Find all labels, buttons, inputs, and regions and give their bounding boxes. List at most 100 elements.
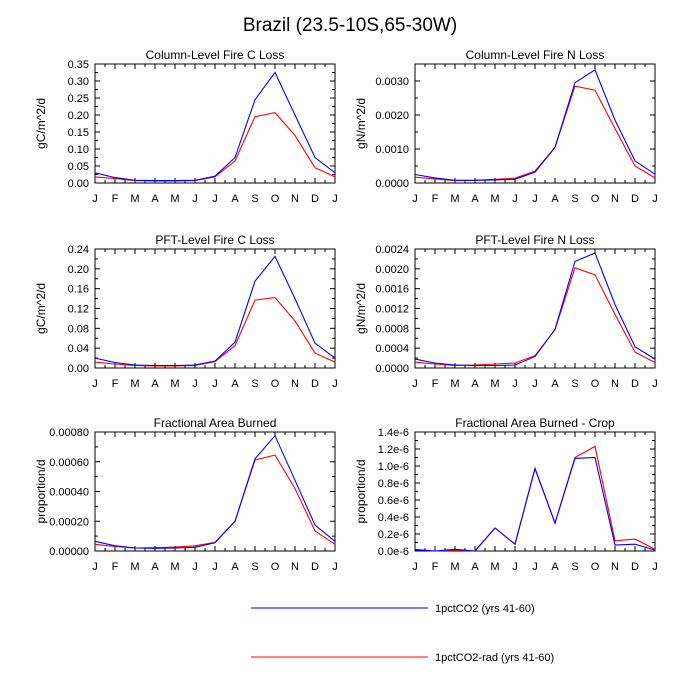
x-tick-label: M [130, 193, 139, 205]
y-tick-label: 0.20 [68, 264, 89, 276]
x-tick-label: M [490, 561, 499, 573]
y-axis-label: gC/m^2/d [34, 283, 48, 334]
x-tick-label: M [450, 193, 459, 205]
y-tick-label: 0.00080 [49, 427, 89, 439]
chart-title: Fractional Area Burned [154, 416, 277, 430]
y-tick-label: 0.0024 [375, 244, 409, 256]
x-tick-label: O [591, 561, 600, 573]
x-tick-label: J [92, 193, 98, 205]
x-tick-label: S [251, 561, 258, 573]
x-tick-label: D [631, 561, 639, 573]
y-axis-label: proportion/d [354, 459, 368, 523]
y-tick-label: 1.2e-6 [378, 444, 409, 456]
y-axis-label: gN/m^2/d [354, 283, 368, 334]
y-tick-label: 0.0020 [375, 110, 409, 122]
plot-frame [414, 431, 656, 552]
y-tick-label: 0.0e-6 [378, 546, 409, 558]
series-line-1pctCO2 [414, 456, 656, 552]
plot-frame [94, 431, 336, 552]
x-tick-label: A [551, 378, 559, 390]
y-tick-label: 0.16 [68, 284, 89, 296]
x-tick-label: J [652, 561, 658, 573]
y-tick-label: 0.0010 [375, 144, 409, 156]
figure-title: Brazil (23.5-10S,65-30W) [243, 15, 457, 36]
x-tick-label: S [571, 193, 578, 205]
y-tick-label: 0.20 [68, 110, 89, 122]
y-tick-label: 0.08 [68, 323, 89, 335]
series-line-1pctCO2 [94, 434, 336, 549]
x-tick-label: A [151, 378, 159, 390]
x-tick-label: J [332, 193, 338, 205]
series-line-1pctCO2 [94, 71, 336, 182]
y-tick-label: 0.0000 [375, 178, 409, 190]
x-tick-label: O [591, 193, 600, 205]
x-tick-label: M [490, 193, 499, 205]
x-tick-label: J [192, 561, 198, 573]
x-tick-label: M [450, 561, 459, 573]
x-tick-label: A [471, 193, 479, 205]
x-tick-label: J [532, 561, 538, 573]
y-tick-label: 0.00 [68, 178, 89, 190]
y-axis-label: gN/m^2/d [354, 98, 368, 149]
x-tick-label: A [471, 561, 479, 573]
x-tick-label: A [151, 193, 159, 205]
y-tick-label: 0.25 [68, 93, 89, 105]
x-tick-label: F [432, 193, 439, 205]
y-tick-label: 0.04 [68, 343, 89, 355]
x-tick-label: A [231, 193, 239, 205]
x-tick-label: F [112, 561, 119, 573]
x-tick-label: M [130, 561, 139, 573]
y-tick-label: 0.2e-6 [378, 529, 409, 541]
y-tick-label: 0.30 [68, 76, 89, 88]
x-tick-label: N [611, 561, 619, 573]
x-tick-label: M [490, 378, 499, 390]
x-tick-label: D [631, 193, 639, 205]
x-tick-label: N [611, 193, 619, 205]
y-tick-label: 0.12 [68, 304, 89, 316]
series-line-1pctCO2-rad [414, 445, 656, 552]
x-tick-label: A [551, 561, 559, 573]
x-tick-label: J [652, 193, 658, 205]
series-line-1pctCO2-rad [414, 85, 656, 182]
x-tick-label: S [251, 378, 258, 390]
y-tick-label: 0.0004 [375, 343, 409, 355]
x-tick-label: A [231, 561, 239, 573]
x-tick-label: S [571, 561, 578, 573]
y-tick-label: 0.35 [68, 59, 89, 71]
x-tick-label: A [151, 561, 159, 573]
y-tick-label: 0.0016 [375, 284, 409, 296]
chart-title: PFT-Level Fire C Loss [155, 233, 274, 247]
y-tick-label: 0.24 [68, 244, 89, 256]
x-tick-label: N [611, 378, 619, 390]
series-line-1pctCO2 [94, 255, 336, 367]
x-tick-label: N [291, 561, 299, 573]
x-tick-label: J [412, 378, 418, 390]
y-tick-label: 0.05 [68, 161, 89, 173]
x-tick-label: J [332, 561, 338, 573]
x-tick-label: J [532, 378, 538, 390]
y-tick-label: 1.0e-6 [378, 461, 409, 473]
series-line-1pctCO2-rad [94, 454, 336, 549]
x-tick-label: J [512, 193, 518, 205]
x-tick-label: J [532, 193, 538, 205]
series-line-1pctCO2 [414, 252, 656, 367]
x-tick-label: N [291, 193, 299, 205]
x-tick-label: M [170, 378, 179, 390]
chart-title: Fractional Area Burned - Crop [455, 416, 615, 430]
x-tick-label: J [332, 378, 338, 390]
y-tick-label: 0.8e-6 [378, 478, 409, 490]
x-tick-label: F [112, 378, 119, 390]
chart-panel-5: Fractional Area Burned - Crop proportion/… [354, 416, 658, 573]
legend-label-1pctCO2-rad: 1pctCO2-rad (yrs 41-60) [435, 652, 554, 664]
x-tick-label: J [652, 378, 658, 390]
y-tick-label: 0.00040 [49, 487, 89, 499]
x-tick-label: J [412, 561, 418, 573]
x-tick-label: O [271, 378, 280, 390]
x-tick-label: A [471, 378, 479, 390]
x-tick-label: J [192, 378, 198, 390]
